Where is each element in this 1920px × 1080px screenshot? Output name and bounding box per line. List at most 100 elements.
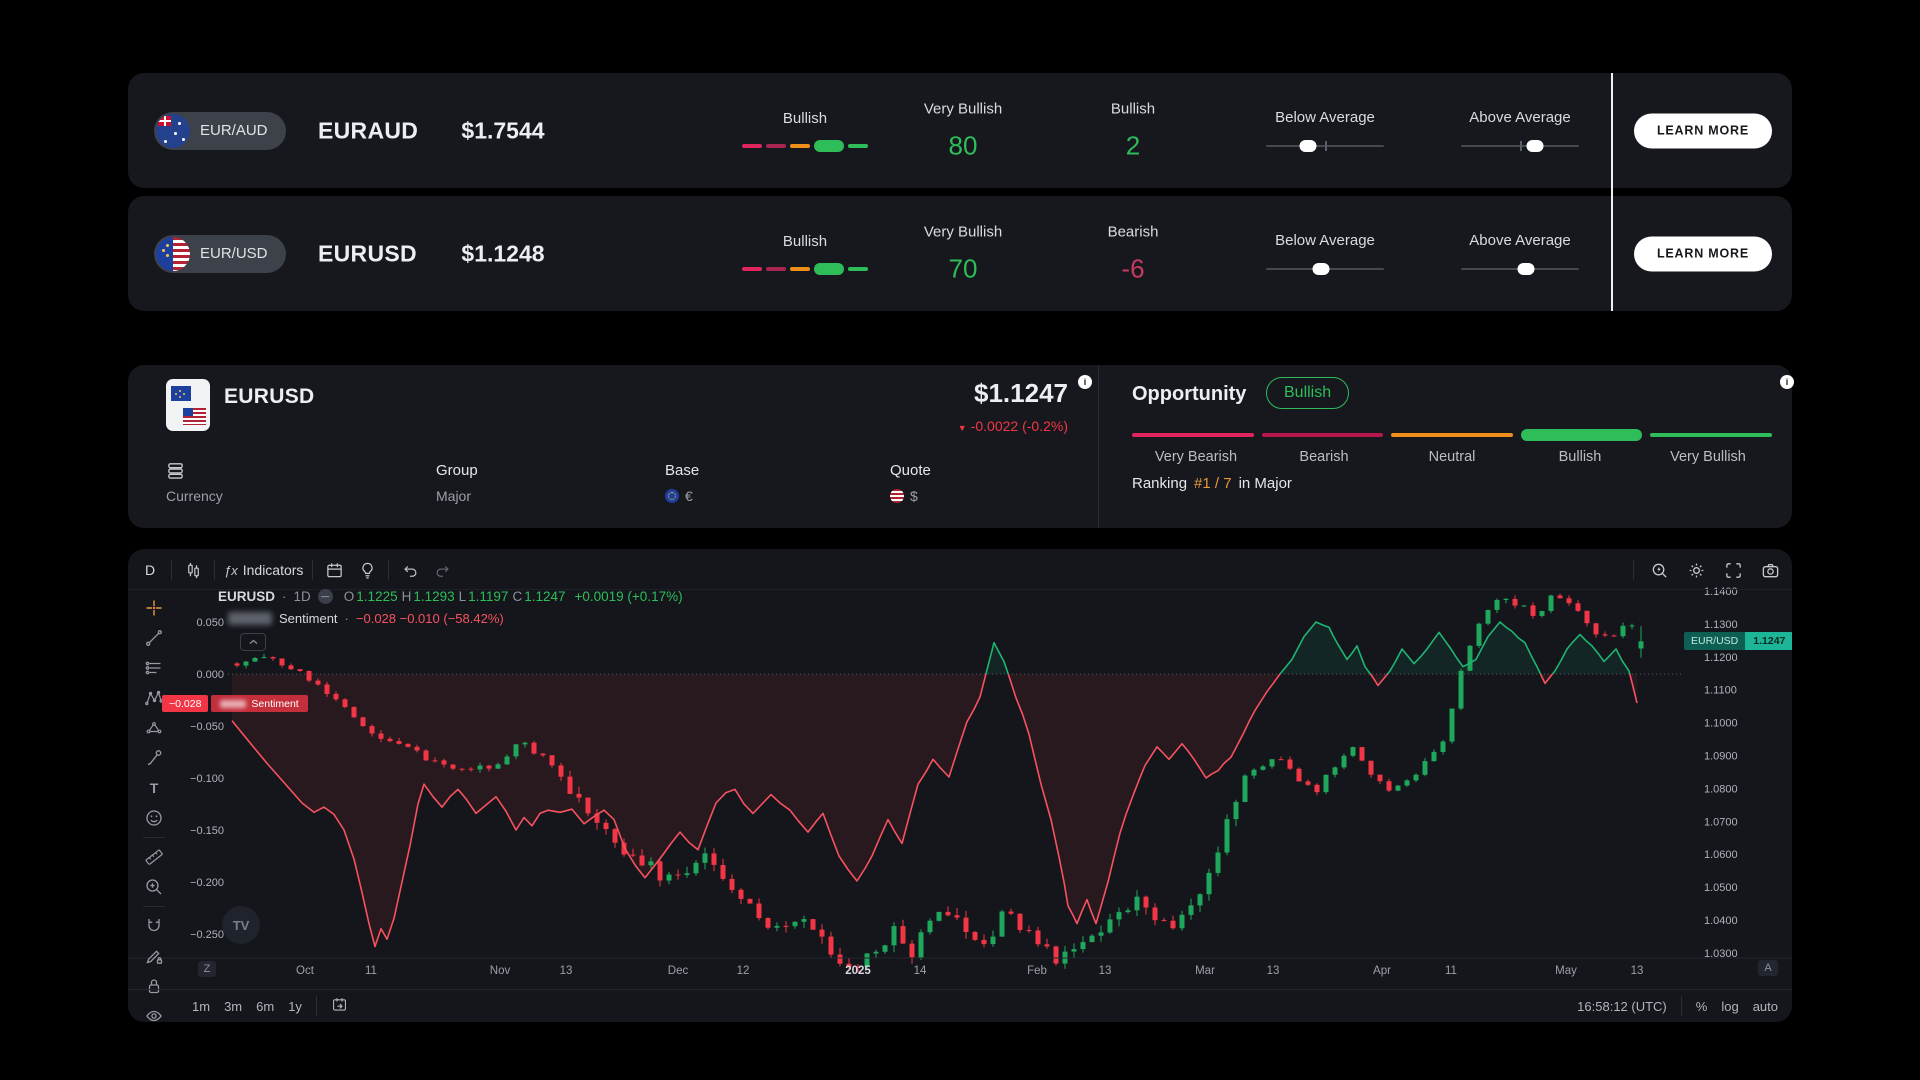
down-triangle-icon: ▼ [957, 423, 967, 433]
chevron-up-icon [249, 639, 257, 644]
interval-button[interactable]: D [144, 562, 156, 578]
quick-search-button[interactable] [1647, 558, 1671, 582]
svg-text:−0.250: −0.250 [190, 929, 224, 941]
log-scale-button[interactable]: log [1721, 998, 1739, 1014]
timeframe-1y[interactable]: 1y [288, 998, 302, 1014]
aud-flag-icon [156, 113, 190, 148]
svg-text:13: 13 [1267, 965, 1280, 977]
score-label: Very Bullish [923, 223, 1003, 240]
auto-scale-button[interactable]: auto [1752, 998, 1778, 1014]
svg-text:13: 13 [1631, 965, 1644, 977]
calendar-icon [327, 562, 342, 577]
zoom-in-tool[interactable] [142, 876, 166, 898]
brush-icon [147, 750, 162, 766]
drawing-lock-tool[interactable] [142, 945, 166, 967]
field-value: Currency [166, 488, 223, 504]
undo-icon [404, 565, 417, 577]
pair-badge[interactable]: EUR/USD [154, 234, 286, 273]
slider-knob[interactable] [1526, 139, 1544, 152]
clock-label[interactable]: 16:58:12 (UTC) [1577, 998, 1667, 1014]
opportunity-scale-labels: Very Bearish Bearish Neutral Bullish Very Bu… [1132, 449, 1772, 465]
auto-scale-chip[interactable]: A [1758, 960, 1778, 976]
scale-segment [1261, 433, 1384, 437]
svg-text:−0.200: −0.200 [190, 877, 224, 889]
slider-knob[interactable] [1312, 262, 1330, 275]
measure-tool[interactable] [142, 846, 166, 868]
price-info-icon[interactable]: i [1078, 375, 1092, 389]
meter-segment [790, 143, 810, 148]
timeframe-1m[interactable]: 1m [192, 998, 211, 1014]
ohlc-values: O 1.1225 H 1.1293 L 1.1197 C 1.1247 [343, 589, 566, 604]
hide-series-button[interactable]: — [317, 589, 333, 604]
score-value: 70 [948, 253, 978, 283]
slider-knob[interactable] [1299, 139, 1317, 152]
bar-replay-button[interactable] [322, 558, 346, 582]
opportunity-info-icon[interactable]: i [1780, 375, 1794, 389]
emoji-tool[interactable] [142, 807, 166, 829]
score-label: Very Bullish [923, 100, 1003, 117]
pair-badge[interactable]: EUR/AUD [154, 111, 286, 150]
scale-segment [1132, 433, 1254, 437]
volatility-label: Below Average [1275, 231, 1375, 249]
learn-more-button[interactable]: LEARN MORE [1634, 113, 1772, 148]
volatility-slider[interactable] [1266, 139, 1384, 153]
range-slider[interactable] [1461, 262, 1579, 276]
svg-text:Feb: Feb [1027, 965, 1047, 977]
indicators-button[interactable]: ƒx Indicators [224, 562, 304, 578]
undo-button[interactable] [398, 558, 422, 582]
chart-type-button[interactable] [181, 558, 205, 582]
scale-label: Bullish [1558, 449, 1602, 465]
field-value: € [665, 488, 699, 504]
svg-text:14: 14 [914, 965, 927, 977]
crosshair-tool[interactable] [142, 597, 166, 619]
zoom-in-icon [146, 879, 162, 895]
lightbulb-icon [362, 562, 373, 579]
redo-button[interactable] [431, 558, 455, 582]
price-chart[interactable]: 1.1400 1.1300 1.1200 1.1100 1.1000 1.0900 1.08… [128, 549, 1792, 1022]
brush-tool[interactable] [142, 747, 166, 769]
magnet-tool[interactable] [142, 915, 166, 937]
svg-text:11: 11 [1445, 965, 1457, 977]
chart-toolbar-right [1633, 556, 1782, 584]
lock-all-tool[interactable] [142, 975, 166, 997]
chart-toolbar: D ƒx Indicators [138, 556, 455, 584]
slider-knob[interactable] [1517, 262, 1535, 275]
signal-label: Bearish [1107, 223, 1159, 240]
sentiment-legend: Sentiment · −0.028 −0.010 (−58.42%) [228, 611, 504, 626]
percent-scale-button[interactable]: % [1695, 998, 1708, 1014]
opportunity-scale [1132, 429, 1772, 441]
trendline-tool[interactable] [142, 627, 166, 649]
trend-column: Bullish [742, 233, 868, 275]
settings-button[interactable] [1684, 558, 1708, 582]
sentiment-meter [742, 262, 868, 275]
channel-tool[interactable] [142, 657, 166, 679]
xabcd-icon [145, 690, 163, 706]
toolbar-divider [388, 560, 390, 580]
scale-controls: 16:58:12 (UTC) % log auto [1577, 996, 1778, 1016]
meter-segment [766, 143, 786, 148]
field-base: Base € [665, 461, 699, 504]
volatility-slider[interactable] [1266, 262, 1384, 276]
goto-date-button[interactable] [331, 996, 348, 1016]
toolbar-divider [312, 560, 314, 580]
fullscreen-button[interactable] [1721, 558, 1745, 582]
timeframe-6m[interactable]: 6m [256, 998, 275, 1014]
slider-center-tick [1520, 140, 1522, 151]
scale-segment [1650, 433, 1772, 437]
text-tool[interactable]: T [142, 777, 166, 799]
field-label: Base [665, 461, 700, 479]
prediction-tool[interactable] [142, 717, 166, 739]
tradingview-logo[interactable]: TV [222, 906, 260, 944]
svg-text:1.1300: 1.1300 [1704, 619, 1738, 631]
sentiment-name: Sentiment [279, 611, 338, 626]
legend-collapse-button[interactable] [240, 633, 266, 651]
hide-drawings-tool[interactable] [142, 1005, 166, 1022]
range-slider[interactable] [1461, 139, 1579, 153]
learn-more-button[interactable]: LEARN MORE [1634, 236, 1772, 271]
cards-divider [1611, 73, 1613, 311]
timeframe-3m[interactable]: 3m [224, 998, 243, 1014]
ideas-button[interactable] [355, 558, 379, 582]
svg-text:−0.100: −0.100 [190, 773, 224, 785]
svg-text:Dec: Dec [668, 965, 689, 977]
snapshot-button[interactable] [1758, 558, 1782, 582]
